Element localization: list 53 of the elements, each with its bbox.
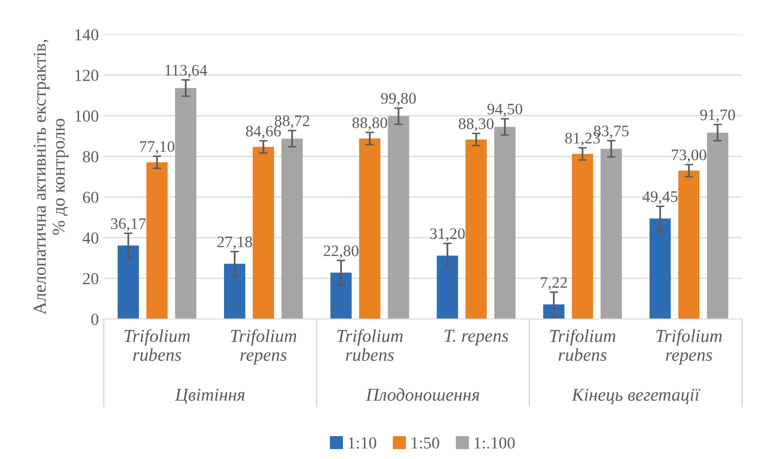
bar: [706, 132, 728, 320]
bar: [494, 126, 516, 320]
data-label: 113,64: [165, 64, 208, 78]
bar: [359, 138, 380, 320]
bar: [466, 140, 487, 320]
bar: [118, 245, 139, 320]
bar: [678, 170, 700, 320]
data-label: 88,80: [352, 117, 388, 130]
bar: [543, 304, 564, 320]
y-tick-label: 40: [82, 232, 98, 244]
y-tick-label: 80: [82, 151, 98, 162]
x-tick-label: Trifolium rubens: [337, 329, 403, 361]
x-tick-label: Trifolium repens: [656, 329, 722, 365]
bar: [281, 138, 303, 320]
data-label: 77,10: [140, 141, 174, 154]
bar: [600, 148, 622, 320]
data-label: 22,80: [324, 245, 358, 258]
x-tick-label: Trifolium rubens: [550, 329, 616, 361]
bar: [650, 218, 671, 320]
text: Кінець вегетації: [572, 388, 700, 404]
data-label: 73,00: [672, 149, 706, 163]
y-tick-label: 0: [91, 314, 98, 325]
data-label: 99,80: [381, 92, 416, 106]
data-label: 49,45: [642, 191, 678, 204]
text: Цвітіння: [174, 388, 245, 404]
y-axis-title: Алелопатична активніть екстрактів, % до контролю: [34, 40, 68, 315]
legend-label: 1:10: [348, 437, 376, 449]
data-label: 31,20: [430, 228, 465, 242]
legend-label: 1:.100: [474, 437, 515, 449]
x-tick-label: Trifolium rubens: [124, 329, 190, 361]
text: Плодоношення: [366, 388, 480, 401]
bar: [572, 154, 594, 320]
bar: [330, 272, 352, 320]
bar: [252, 146, 274, 320]
data-label: 27,18: [217, 236, 252, 250]
bar: [436, 256, 458, 320]
bar: [146, 162, 168, 320]
x-tick-label: Trifolium repens: [230, 329, 296, 365]
bar: [175, 88, 196, 320]
data-label: 88,30: [458, 118, 494, 132]
y-tick-label: 120: [75, 70, 98, 82]
data-label: 91,70: [700, 109, 735, 123]
y-tick-label: 140: [75, 29, 98, 40]
data-label: 94,50: [487, 104, 522, 117]
bar: [224, 264, 246, 320]
data-label: 7,22: [540, 277, 567, 290]
y-tick-label: 20: [83, 273, 98, 284]
y-tick-label: 60: [83, 192, 98, 203]
x-tick-label: T. repens: [444, 330, 508, 346]
data-label: 36,17: [111, 218, 146, 232]
bar: [388, 116, 410, 320]
y-tick-label: 100: [75, 110, 98, 122]
legend-label: 1:50: [412, 437, 440, 449]
